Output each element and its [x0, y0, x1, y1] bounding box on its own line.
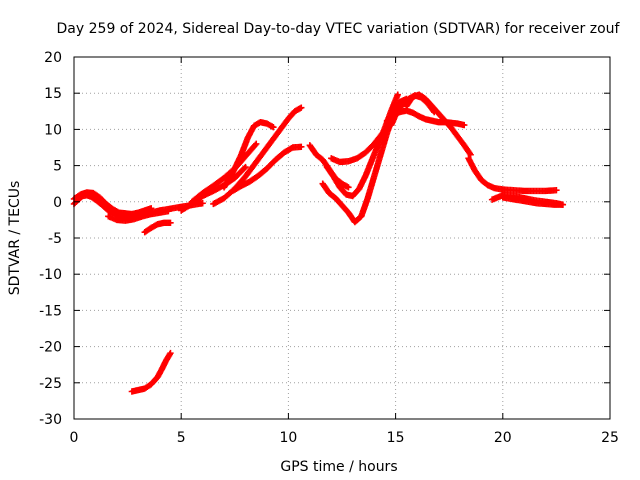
- data-point: [253, 140, 260, 148]
- data-point: [270, 124, 277, 131]
- data-point: [559, 201, 567, 208]
- data-point: [394, 91, 401, 98]
- data-points: [70, 91, 567, 395]
- y-tick-label: -5: [48, 231, 62, 247]
- data-point: [242, 163, 249, 171]
- y-tick-label: -30: [39, 412, 62, 428]
- x-tick-label: 10: [279, 430, 297, 446]
- data-point: [379, 129, 386, 137]
- y-tick-label: -20: [39, 340, 62, 356]
- series-arc-03: [105, 208, 172, 224]
- y-axis-label: SDTVAR / TECUs: [7, 181, 23, 296]
- data-point: [241, 164, 248, 172]
- series-arc-17: [403, 91, 474, 158]
- data-point: [165, 208, 172, 215]
- y-tick-labels: -30 -25 -20 -15 -10 -5 0 5 10 15 20: [39, 50, 62, 428]
- tick-marks: [73, 56, 611, 420]
- series-arc-02: [70, 189, 155, 218]
- series-arc-13: [323, 91, 401, 200]
- x-tick-label: 20: [494, 430, 512, 446]
- data-point: [378, 131, 385, 138]
- series-arc-08: [210, 104, 305, 208]
- y-tick-label: 0: [53, 195, 62, 211]
- data-point: [199, 200, 206, 207]
- data-point: [553, 187, 560, 194]
- x-axis-label: GPS time / hours: [280, 459, 397, 475]
- x-tick-label: 25: [601, 430, 619, 446]
- data-point: [466, 150, 474, 157]
- data-point: [167, 219, 174, 226]
- y-tick-label: 15: [44, 86, 62, 102]
- chart-title: Day 259 of 2024, Sidereal Day-to-day VTE…: [57, 21, 621, 37]
- series-arc-05: [128, 349, 174, 395]
- data-point: [467, 151, 474, 158]
- data-point: [252, 141, 259, 149]
- grid-lines: [74, 57, 610, 419]
- y-tick-label: 10: [44, 122, 62, 138]
- series-arc-10: [229, 143, 305, 195]
- y-tick-label: -25: [39, 376, 62, 392]
- data-point: [298, 104, 305, 111]
- data-point: [147, 205, 155, 212]
- data-point: [461, 121, 468, 129]
- series-arc-20: [499, 194, 567, 208]
- y-tick-label: 20: [44, 50, 62, 66]
- y-tick-label: 5: [53, 159, 62, 175]
- data-point: [345, 184, 352, 191]
- x-tick-label: 0: [70, 430, 79, 446]
- x-tick-label: 15: [387, 430, 405, 446]
- data-point: [167, 349, 174, 357]
- series-arc-18: [465, 155, 560, 195]
- series-arc-04: [141, 219, 174, 236]
- y-tick-label: -15: [39, 303, 62, 319]
- series-arc-14: [328, 129, 386, 166]
- x-tick-labels: 0 5 10 15 20 25: [70, 430, 619, 446]
- series-arc-09: [220, 118, 277, 191]
- y-tick-label: -10: [39, 267, 62, 283]
- data-point: [298, 143, 305, 150]
- x-tick-label: 5: [177, 430, 186, 446]
